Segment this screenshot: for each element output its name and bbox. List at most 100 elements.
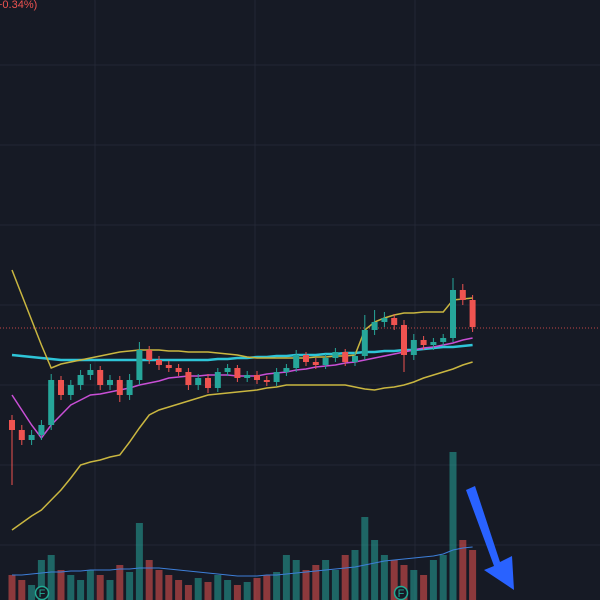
volume-bar (429, 560, 437, 600)
volume-bar (263, 575, 271, 600)
candle-body (293, 355, 300, 368)
volume-bar (410, 570, 418, 600)
volume-bar (282, 555, 290, 600)
volume-bar (390, 560, 398, 600)
candle-body (156, 360, 162, 365)
volume-bar (165, 575, 173, 600)
candle-body (87, 370, 94, 375)
candle-body (322, 358, 329, 365)
candle-body (273, 372, 280, 382)
volume-bar (439, 555, 447, 600)
volume-bar (57, 570, 65, 600)
volume-bar (184, 585, 192, 600)
volume-bar (116, 565, 124, 600)
volume-bar (312, 565, 320, 600)
volume-bar (449, 452, 457, 600)
volume-bar (28, 585, 36, 600)
candle-body (361, 330, 368, 356)
candle-body (234, 368, 241, 378)
arrow-annotation (466, 486, 514, 590)
candle-body (58, 380, 64, 395)
candle-body (146, 350, 153, 360)
volume-bar (322, 560, 330, 600)
volume-bar (145, 560, 153, 600)
candle-body (391, 318, 398, 325)
volume-bar (273, 572, 281, 600)
candle-body (430, 342, 437, 345)
volume-bar (77, 580, 85, 600)
candle-body (381, 318, 388, 322)
event-marker-label: F (39, 588, 46, 600)
volume-bar (459, 540, 467, 600)
candle-body (195, 378, 202, 385)
volume-bar (175, 580, 183, 600)
candle-body (205, 378, 211, 388)
volume-bar (233, 585, 241, 600)
volume-bar (361, 517, 369, 600)
candle-body (18, 430, 25, 440)
candle-body (165, 365, 172, 368)
candle-body (312, 362, 319, 365)
volume-bar (96, 575, 104, 600)
indicator-line (11, 361, 473, 531)
volume-bar (331, 570, 339, 600)
volume-bar (106, 580, 114, 600)
volume-bar (380, 555, 388, 600)
candle-body (126, 380, 133, 395)
volume-bar (302, 570, 310, 600)
candle-body (97, 370, 104, 385)
volume-bar (292, 560, 300, 600)
volume-bar (224, 580, 232, 600)
volume-bar (351, 550, 359, 600)
candle-body (28, 435, 35, 440)
candle-body (263, 380, 270, 382)
candle-body (77, 375, 84, 385)
volume-bar (18, 580, 26, 600)
indicator-line (11, 269, 473, 369)
volume-bar (420, 575, 428, 600)
volume-bar (37, 560, 45, 600)
candle-body (244, 375, 251, 378)
volume-bar (400, 565, 408, 600)
candle-body (224, 368, 231, 372)
volume-bar (8, 575, 16, 600)
candle-body (352, 356, 358, 362)
candle-body (469, 300, 476, 327)
candle-body (254, 375, 260, 380)
candle-body (136, 350, 143, 380)
candle-body (342, 352, 349, 362)
candle-body (371, 322, 378, 330)
candle-body (38, 425, 45, 435)
volume-bar (214, 575, 222, 600)
indicator-line (12, 546, 473, 577)
candle-body (67, 385, 74, 395)
header-text: +0.34%) (0, 0, 37, 11)
candle-body (401, 325, 407, 355)
candle-body (214, 372, 221, 388)
volume-bar (341, 555, 349, 600)
candle-body (450, 290, 456, 338)
volume-bar (194, 578, 202, 600)
candle-body (116, 380, 123, 395)
volume-bar (67, 575, 75, 600)
candle-body (332, 352, 339, 358)
candle-body (107, 380, 113, 385)
volume-bar (253, 578, 261, 600)
candle-body (459, 290, 466, 300)
volume-bar (243, 582, 251, 600)
volume-bar (371, 540, 379, 600)
volume-bar (204, 582, 212, 600)
candle-body (185, 372, 192, 385)
candle-body (420, 340, 427, 345)
volume-bar (469, 550, 477, 600)
volume-bar (135, 523, 143, 600)
candle-body (175, 368, 182, 372)
candle-body (9, 420, 15, 430)
volume-bar (126, 572, 134, 600)
volume-bar (155, 570, 163, 600)
event-marker-label: F (398, 588, 405, 600)
candle-body (48, 380, 55, 425)
volume-bar (86, 570, 94, 600)
